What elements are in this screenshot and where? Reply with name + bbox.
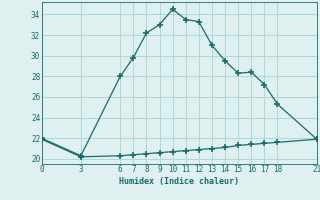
X-axis label: Humidex (Indice chaleur): Humidex (Indice chaleur) <box>119 177 239 186</box>
